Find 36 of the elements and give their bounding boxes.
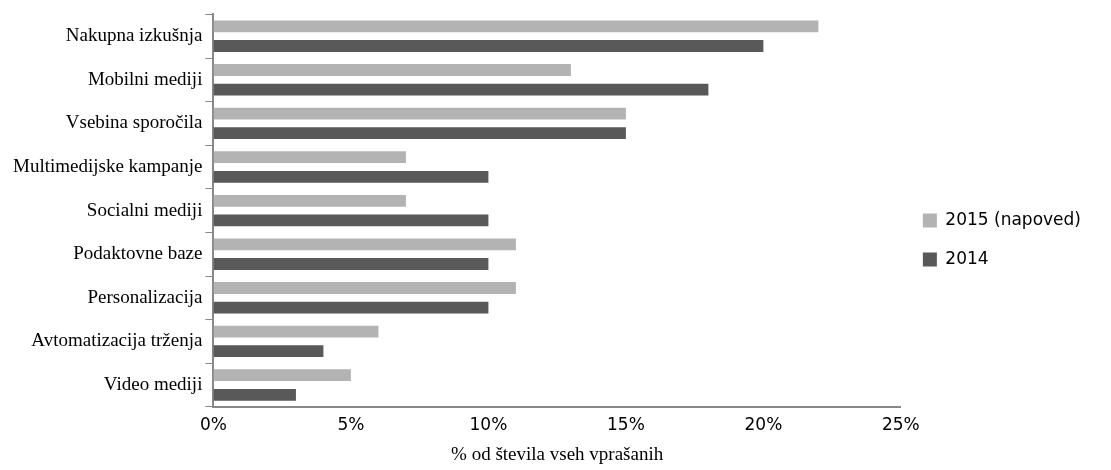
legend-label: 2014 [945,247,989,268]
y-tick-label: Avtomatizacija trženja [31,329,203,351]
x-tick-label: 0% [199,414,227,435]
bar [213,325,379,338]
bar [213,127,626,140]
bar [213,258,489,270]
bar [213,170,489,183]
y-tick-label: Mobilni mediji [87,67,203,89]
x-tick-label: 5% [337,414,365,435]
y-tick-label: Vsebina sporočila [65,111,203,133]
bar [213,238,516,251]
legend-label: 2015 (napoved) [945,208,1082,229]
bar [213,40,764,52]
bar [213,83,709,96]
x-tick-label: 25% [881,414,920,435]
bar [213,388,296,401]
y-tick-label: Personalizacija [87,285,203,307]
y-tick-label: Nakupna izkušnja [65,24,203,46]
y-tick-label: Multimedijske kampanje [13,154,203,176]
bar [213,282,516,294]
bar [213,214,489,227]
x-tick-label: 15% [607,414,645,435]
bar [213,151,406,164]
y-tick-label: Podaktovne baze [73,242,203,264]
bar [213,20,819,33]
x-tick-label: 20% [744,414,783,435]
x-axis-title: % od števila vseh vprašanih [451,442,664,464]
bar [213,107,626,120]
bar [213,301,489,314]
x-tick-label: 10% [469,414,508,435]
y-tick-label: Video mediji [103,372,203,394]
bar [213,64,571,76]
y-tick-label: Socialni mediji [86,198,203,220]
bar [213,345,324,358]
bar [213,369,351,382]
bar [213,194,406,207]
